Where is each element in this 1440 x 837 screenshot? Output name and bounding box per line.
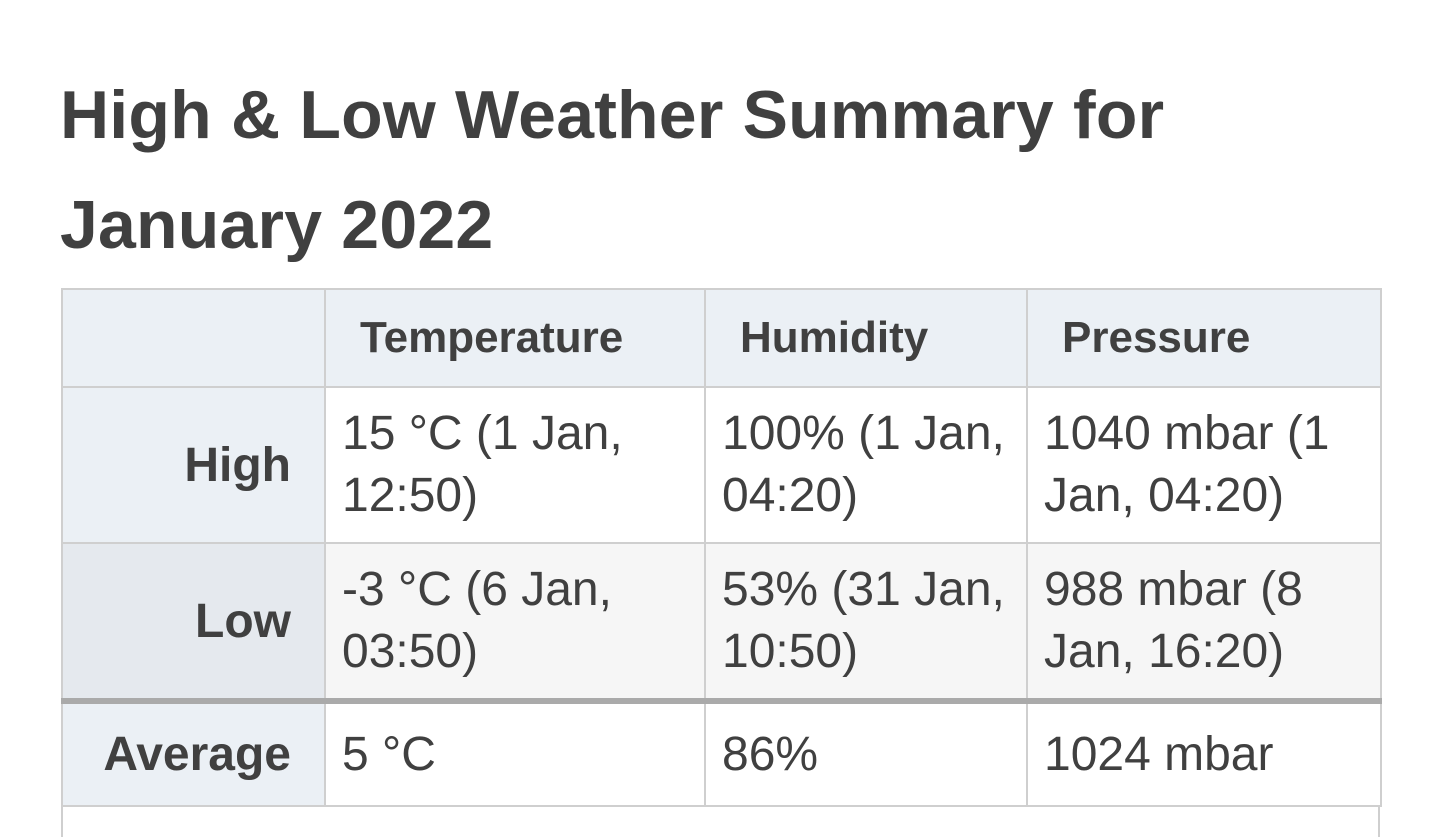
average-pressure-value: 1024 mbar xyxy=(1044,727,1274,781)
high-pressure-cell: 1040 mbar (1 Jan, 04:20) xyxy=(1026,386,1382,544)
table-continuation-strip xyxy=(61,807,1380,837)
table-row-average: Average 5 °C 86% 1024 mbar xyxy=(61,698,1382,807)
row-header-low: Low xyxy=(61,542,326,702)
header-corner-cell xyxy=(61,288,326,388)
average-temperature-cell: 5 °C xyxy=(324,698,706,807)
average-pressure-cell: 1024 mbar xyxy=(1026,698,1382,807)
high-humidity-value: 100% (1 Jan, 04:20) xyxy=(722,407,1005,522)
low-temperature-value: -3 °C (6 Jan, 03:50) xyxy=(342,563,612,678)
table-row-low: Low -3 °C (6 Jan, 03:50) 53% (31 Jan, 10… xyxy=(61,542,1382,702)
average-humidity-cell: 86% xyxy=(704,698,1028,807)
low-temperature-cell: -3 °C (6 Jan, 03:50) xyxy=(324,542,706,702)
high-temperature-value: 15 °C (1 Jan, 12:50) xyxy=(342,407,623,522)
high-temperature-cell: 15 °C (1 Jan, 12:50) xyxy=(324,386,706,544)
low-pressure-value: 988 mbar (8 Jan, 16:20) xyxy=(1044,563,1303,678)
high-pressure-value: 1040 mbar (1 Jan, 04:20) xyxy=(1044,407,1330,522)
average-humidity-value: 86% xyxy=(722,727,819,781)
column-header-humidity: Humidity xyxy=(704,288,1028,388)
table-row-high: High 15 °C (1 Jan, 12:50) 100% (1 Jan, 0… xyxy=(61,386,1382,544)
low-humidity-cell: 53% (31 Jan, 10:50) xyxy=(704,542,1028,702)
row-header-high: High xyxy=(61,386,326,544)
table-body: High 15 °C (1 Jan, 12:50) 100% (1 Jan, 0… xyxy=(61,386,1382,807)
average-temperature-value: 5 °C xyxy=(342,727,436,781)
high-humidity-cell: 100% (1 Jan, 04:20) xyxy=(704,386,1028,544)
column-header-temperature: Temperature xyxy=(324,288,706,388)
column-header-pressure: Pressure xyxy=(1026,288,1382,388)
low-humidity-value: 53% (31 Jan, 10:50) xyxy=(722,563,1005,678)
row-header-average: Average xyxy=(61,698,326,807)
low-pressure-cell: 988 mbar (8 Jan, 16:20) xyxy=(1026,542,1382,702)
weather-summary-table: Temperature Humidity Pressure High 15 °C… xyxy=(61,288,1382,807)
page-title: High & Low Weather Summary for January 2… xyxy=(60,77,1165,263)
header-row: Temperature Humidity Pressure xyxy=(61,288,1382,388)
table-header: Temperature Humidity Pressure xyxy=(61,288,1382,388)
